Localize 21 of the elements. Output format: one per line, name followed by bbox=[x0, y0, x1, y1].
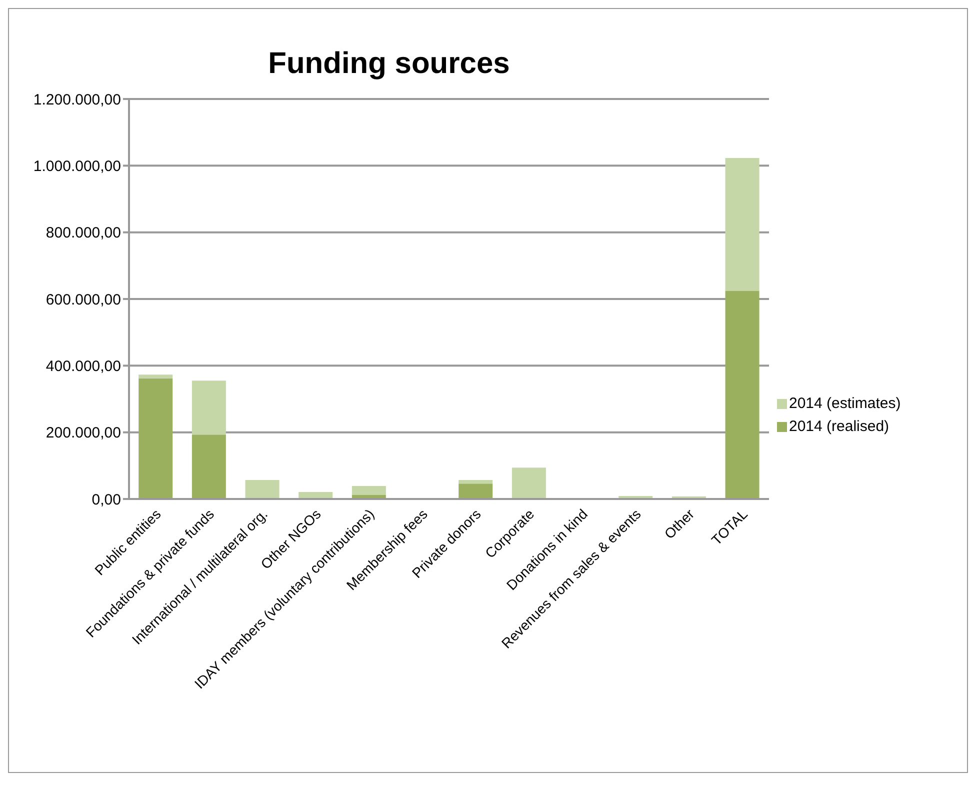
bar bbox=[512, 468, 546, 499]
bar bbox=[458, 484, 493, 499]
y-tick-label: 600.000,00 bbox=[46, 291, 121, 308]
bar bbox=[138, 378, 173, 499]
y-tick-label: 800.000,00 bbox=[46, 224, 121, 242]
y-tick-label: 200.000,00 bbox=[46, 424, 121, 442]
y-tick-label: 1.000.000,00 bbox=[33, 158, 121, 175]
bar bbox=[192, 380, 226, 435]
bar bbox=[138, 374, 173, 378]
y-tick-label: 400.000,00 bbox=[46, 358, 121, 375]
chart-title: Funding sources bbox=[267, 47, 511, 81]
bar bbox=[245, 480, 280, 499]
bar bbox=[458, 480, 493, 484]
legend-label: 2014 (estimates) bbox=[788, 395, 901, 412]
y-tick-label: 0,00 bbox=[92, 491, 121, 508]
bar bbox=[725, 291, 760, 499]
y-tick-label: 1.200.000,00 bbox=[33, 91, 121, 108]
bar bbox=[352, 486, 386, 495]
bar bbox=[192, 434, 226, 499]
legend-label: 2014 (realised) bbox=[788, 418, 890, 435]
bar bbox=[725, 158, 760, 291]
